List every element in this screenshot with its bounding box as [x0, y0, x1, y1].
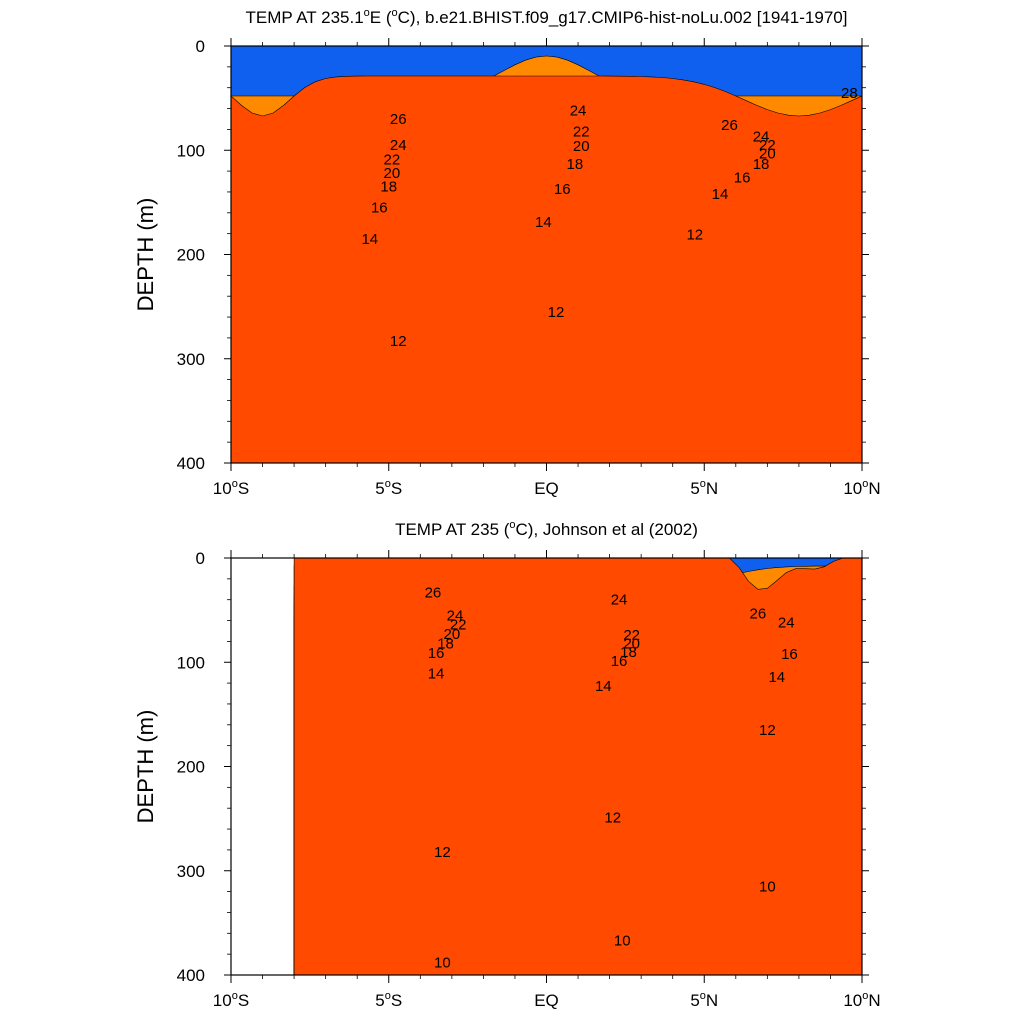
contour-label: 16: [428, 645, 445, 662]
contour-label: 22: [759, 137, 776, 154]
contour-label: 22: [573, 123, 590, 140]
contour-fill: [293, 558, 862, 975]
contour-label: 24: [390, 137, 407, 154]
contour-label: 14: [768, 669, 785, 686]
x-tick-label: 10oS: [213, 990, 249, 1010]
contour-label: 20: [384, 165, 401, 182]
contour-label: 16: [781, 646, 798, 663]
contour-label: 20: [623, 635, 640, 652]
chart-title: TEMP AT 235.1oE (oC), b.e21.BHIST.f09_g1…: [246, 7, 848, 27]
y-axis-label: DEPTH (m): [133, 198, 158, 312]
contour-label: 26: [390, 111, 407, 128]
y-tick-label: 0: [196, 37, 205, 56]
contour-label: 24: [778, 615, 795, 632]
contour-label: 24: [753, 129, 770, 146]
contour-label: 18: [380, 179, 397, 196]
contour-band: [293, 558, 862, 975]
contour-label: 18: [620, 644, 637, 661]
contour-label: 12: [604, 810, 621, 827]
contour-fill: [231, 46, 862, 463]
x-tick-label: 10oN: [843, 478, 880, 498]
contour-label: 20: [444, 626, 461, 643]
contour-label: 18: [753, 156, 770, 173]
contour-label: 22: [623, 627, 640, 644]
contour-label: 18: [567, 156, 584, 173]
x-tick-label: 5oS: [375, 990, 402, 1010]
contour-label: 12: [759, 722, 776, 739]
contour-label: 14: [428, 666, 445, 683]
y-tick-label: 300: [177, 862, 205, 881]
y-tick-label: 300: [177, 350, 205, 369]
contour-label: 12: [390, 333, 407, 350]
contour-label: 12: [686, 227, 703, 244]
chart-title: TEMP AT 235 (oC), Johnson et al (2002): [395, 519, 698, 539]
y-tick-label: 100: [177, 653, 205, 672]
contour-label: 28: [841, 85, 858, 102]
x-tick-label: 5oS: [375, 478, 402, 498]
contour-label: 10: [759, 878, 776, 895]
contour-label: 12: [548, 304, 565, 321]
x-tick-label: 5oN: [690, 478, 718, 498]
x-tick-label: 10oN: [843, 990, 880, 1010]
contour-label: 26: [721, 117, 738, 134]
x-tick-label: EQ: [534, 479, 559, 498]
y-tick-label: 400: [177, 454, 205, 473]
contour-label: 16: [554, 181, 571, 198]
contour-label: 24: [570, 103, 587, 120]
contour-label: 22: [450, 617, 467, 634]
contour-label: 26: [750, 605, 767, 622]
contour-label: 14: [712, 186, 729, 203]
contour-label: 12: [434, 844, 451, 861]
y-tick-label: 0: [196, 549, 205, 568]
contour-band: [231, 75, 862, 463]
contour-label: 16: [734, 169, 751, 186]
contour-label: 14: [535, 214, 552, 231]
y-tick-label: 400: [177, 966, 205, 985]
contour-label: 10: [614, 933, 631, 950]
x-tick-label: EQ: [534, 991, 559, 1010]
x-tick-label: 10oS: [213, 478, 249, 498]
contour-label: 22: [384, 152, 401, 169]
contour-label: 18: [437, 635, 454, 652]
contour-label: 20: [573, 138, 590, 155]
y-tick-label: 100: [177, 141, 205, 160]
contour-label: 26: [425, 584, 442, 601]
y-tick-label: 200: [177, 758, 205, 777]
y-tick-label: 200: [177, 246, 205, 265]
x-tick-label: 5oN: [690, 990, 718, 1010]
contour-label: 24: [611, 592, 628, 609]
contour-label: 14: [595, 678, 612, 695]
contour-label: 16: [611, 653, 628, 670]
contour-label: 14: [361, 231, 378, 248]
contour-label: 10: [434, 954, 451, 971]
contour-label: 24: [447, 607, 464, 624]
contour-label: 20: [759, 145, 776, 162]
y-axis-label: DEPTH (m): [133, 710, 158, 824]
contour-label: 16: [371, 200, 388, 217]
